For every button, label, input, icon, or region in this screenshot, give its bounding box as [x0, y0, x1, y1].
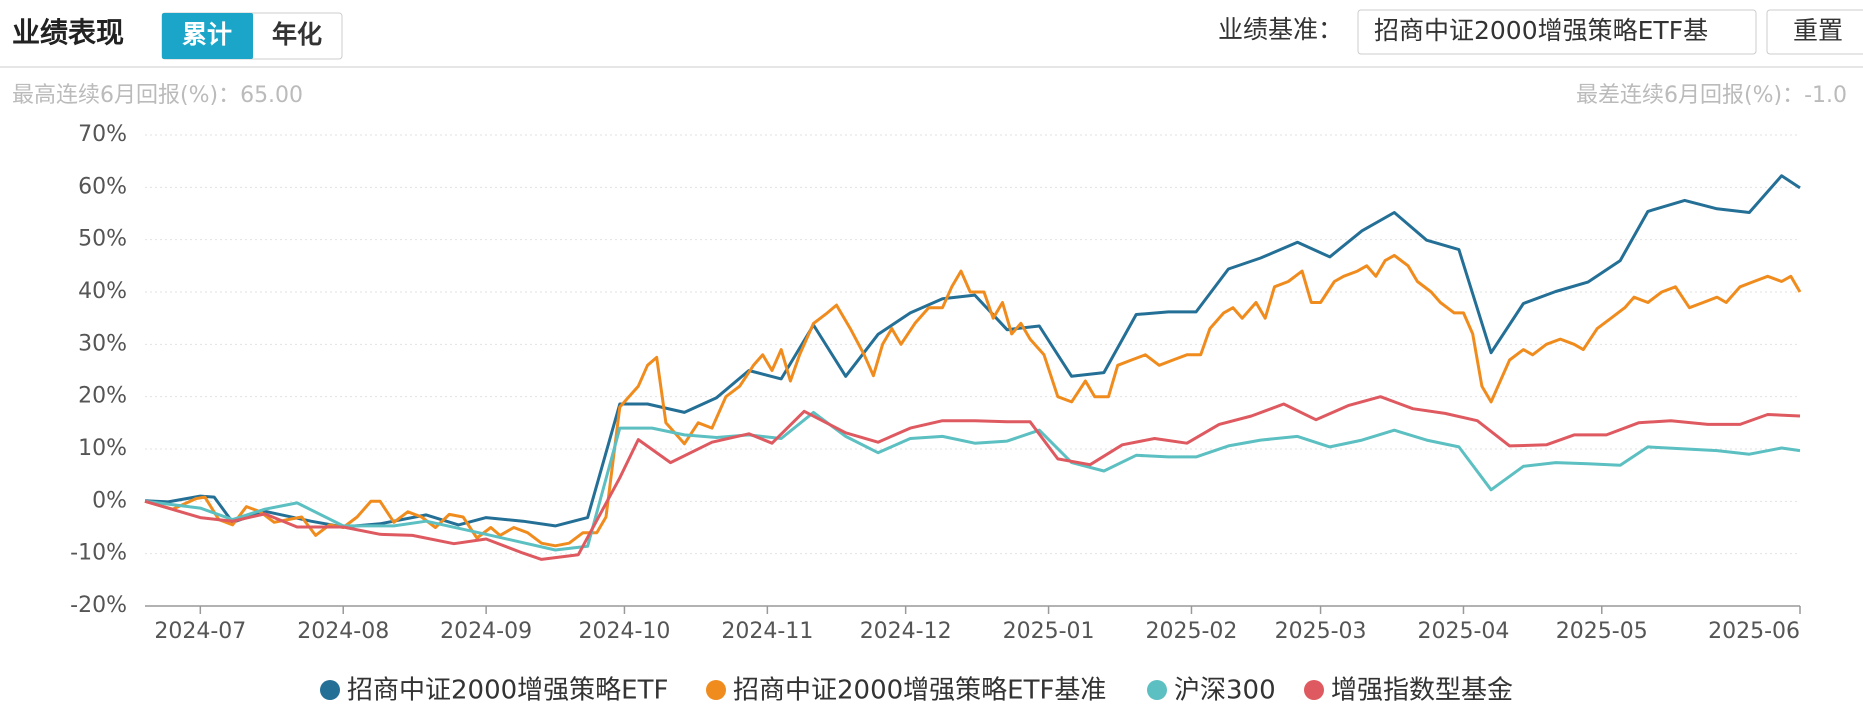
benchmark-label: 业绩基准： — [1218, 15, 1343, 44]
x-tick-label: 2024-11 — [721, 619, 813, 644]
legend-swatch — [706, 680, 726, 700]
x-tick-label: 2025-05 — [1556, 619, 1648, 644]
legend-swatch — [1147, 680, 1167, 700]
x-tick-label: 2024-07 — [154, 619, 246, 644]
series-line — [144, 395, 1801, 561]
y-tick-label: 70% — [78, 122, 127, 147]
reset-button[interactable] — [1766, 9, 1863, 55]
x-tick-label: 2024-08 — [297, 619, 389, 644]
x-tick-label: 2025-02 — [1146, 619, 1238, 644]
y-tick-label: 30% — [78, 331, 127, 356]
x-tick-label: 2025-04 — [1418, 619, 1510, 644]
series-line — [144, 253, 1802, 548]
legend-label: 招商中证2000增强策略ETF — [347, 676, 668, 706]
tab[interactable]: 累计 — [182, 20, 232, 49]
series-line — [144, 410, 1801, 552]
legend-swatch — [1304, 680, 1324, 700]
y-tick-label: 50% — [78, 227, 127, 252]
legend-label: 招商中证2000增强策略ETF基准 — [733, 676, 1106, 706]
benchmark-value[interactable]: 招商中证2000增强策略ETF基 — [1374, 16, 1708, 45]
x-tick-label: 2025-03 — [1275, 619, 1367, 644]
x-tick-label: 2024-10 — [578, 619, 670, 644]
y-tick-label: -20% — [70, 593, 127, 618]
x-tick-label: 2024-12 — [860, 619, 952, 644]
y-tick-label: 20% — [78, 384, 127, 409]
y-tick-label: 10% — [78, 436, 127, 461]
y-tick-label: 40% — [78, 279, 127, 304]
benchmark-select[interactable] — [1357, 9, 1757, 55]
legend-label: 沪深300 — [1174, 676, 1276, 706]
x-tick-label: 2025-01 — [1003, 619, 1095, 644]
legend-label: 增强指数型基金 — [1331, 676, 1513, 706]
tab[interactable]: 年化 — [272, 20, 322, 49]
y-tick-label: -10% — [70, 541, 127, 566]
series-line — [144, 174, 1801, 529]
x-tick-label: 2024-09 — [440, 619, 532, 644]
y-tick-label: 0% — [92, 488, 127, 513]
best-stat: 最高连续6月回报(%)：65.00 — [12, 83, 303, 108]
x-tick-label: 2025-06 — [1708, 619, 1800, 644]
reset-label[interactable]: 重置 — [1793, 16, 1843, 45]
y-tick-label: 60% — [78, 174, 127, 199]
worst-stat: 最差连续6月回报(%)：-1.0 — [1576, 83, 1847, 108]
tab-active[interactable] — [162, 13, 253, 59]
legend-swatch — [320, 680, 340, 700]
section-title: 业绩表现 — [12, 16, 124, 49]
